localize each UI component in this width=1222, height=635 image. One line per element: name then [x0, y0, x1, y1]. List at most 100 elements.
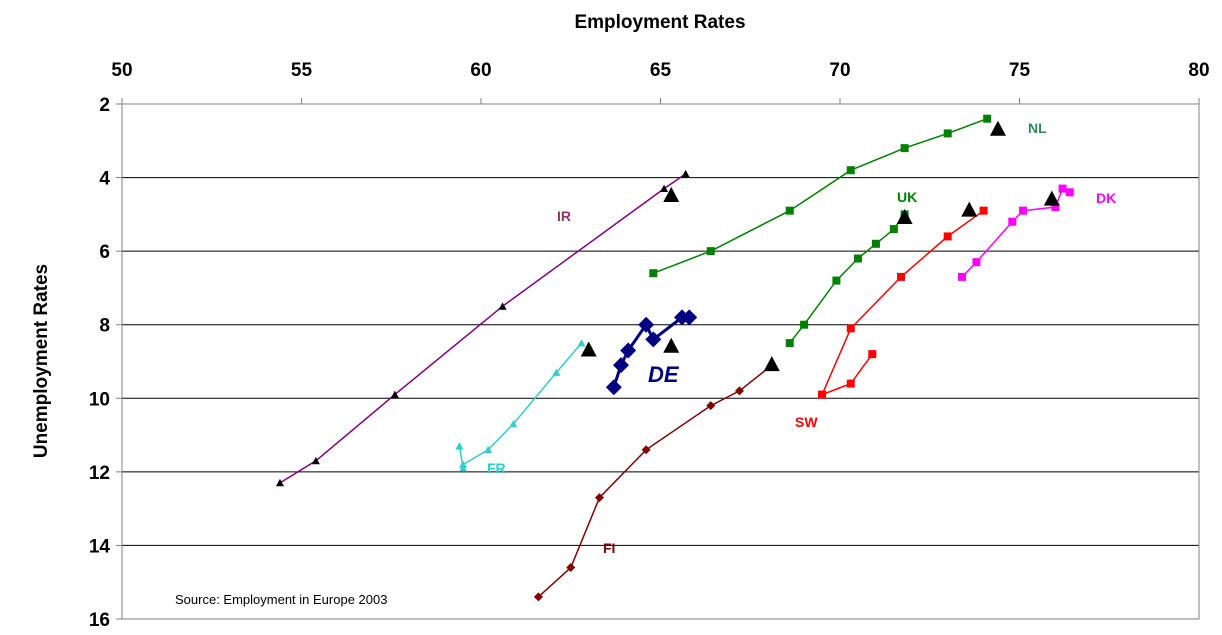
- highlight-triangle-dk: [1043, 190, 1060, 206]
- x-tick-label: 60: [470, 60, 491, 81]
- data-point-fi: [706, 401, 716, 411]
- x-tick-label: 50: [111, 60, 132, 81]
- data-point-fr: [509, 420, 518, 428]
- series-layer: [275, 114, 1074, 602]
- series-fr: [455, 339, 597, 472]
- x-tick-label: 70: [829, 60, 850, 81]
- x-axis-title: Employment Rates: [574, 12, 745, 33]
- data-point-ir: [660, 184, 669, 193]
- data-point-fi: [641, 445, 651, 455]
- series-dk: [958, 184, 1074, 281]
- data-point-ir: [275, 478, 284, 487]
- data-point-ir: [311, 456, 320, 465]
- highlight-triangle-ir: [663, 186, 680, 202]
- y-axis-title: Unemployment Rates: [31, 264, 52, 458]
- series-ir: [275, 169, 690, 487]
- series-line-fi: [537, 364, 773, 598]
- y-tick-label: 8: [99, 316, 110, 337]
- series-de: [605, 309, 698, 396]
- y-tick-label: 16: [89, 610, 110, 631]
- data-point-dk: [1058, 184, 1067, 193]
- data-point-fr: [577, 339, 586, 347]
- series-label-nl: NL: [1028, 120, 1047, 136]
- series-nl: [649, 114, 1006, 278]
- data-point-dk: [958, 272, 967, 281]
- series-line-ir: [279, 173, 687, 484]
- data-point-ir: [390, 390, 399, 399]
- data-point-nl: [983, 114, 992, 123]
- data-point-sw: [868, 350, 877, 359]
- data-point-sw: [846, 379, 855, 388]
- data-point-nl: [649, 269, 658, 278]
- data-point-fi: [594, 493, 604, 503]
- highlight-triangle-sw: [961, 201, 978, 217]
- data-point-dk: [1065, 188, 1074, 197]
- x-tick-label: 55: [291, 60, 313, 81]
- series-line-fr: [458, 342, 583, 469]
- data-point-fr: [484, 445, 493, 454]
- highlight-triangle-uk: [896, 209, 913, 225]
- data-point-uk: [853, 254, 862, 263]
- data-point-fi: [566, 563, 576, 572]
- series-label-uk: UK: [897, 189, 917, 205]
- data-point-ir: [498, 302, 507, 310]
- x-tick-label: 75: [1009, 60, 1031, 81]
- series-line-nl: [653, 117, 988, 274]
- data-point-fr: [455, 442, 464, 450]
- data-point-sw: [943, 232, 952, 241]
- data-point-uk: [800, 320, 809, 329]
- data-point-nl: [943, 129, 952, 138]
- data-point-uk: [871, 239, 880, 248]
- data-point-nl: [846, 166, 855, 175]
- highlight-triangle-fr: [580, 341, 597, 357]
- data-point-de: [620, 342, 637, 359]
- series-label-de: DE: [648, 362, 680, 387]
- y-tick-label: 14: [89, 536, 111, 557]
- data-point-uk: [832, 276, 841, 285]
- y-tick-label: 6: [99, 242, 110, 263]
- data-point-de: [638, 316, 655, 333]
- data-point-de: [605, 379, 622, 396]
- axis-ticks: 2 4 6 8 10 12 14 16 50 55 60 65 70 75 80: [89, 60, 1210, 631]
- data-point-dk: [972, 258, 981, 267]
- data-point-sw: [979, 206, 988, 215]
- data-point-sw: [897, 272, 906, 281]
- y-tick-label: 12: [89, 463, 110, 484]
- data-point-sw: [818, 390, 827, 399]
- y-tick-label: 10: [89, 389, 110, 410]
- highlight-triangle-de: [663, 337, 680, 353]
- data-point-dk: [1051, 203, 1060, 211]
- y-tick-label: 2: [99, 95, 110, 116]
- series-line-sw: [820, 210, 985, 396]
- data-point-ir: [681, 169, 690, 178]
- series-label-ir: IR: [557, 208, 571, 224]
- data-point-fi: [734, 386, 744, 396]
- series-uk: [785, 209, 913, 348]
- series-label-fr: FR: [487, 460, 506, 476]
- data-point-uk: [889, 225, 898, 234]
- data-point-nl: [706, 247, 715, 256]
- data-point-fr: [552, 368, 561, 376]
- data-point-uk: [785, 339, 794, 348]
- highlight-triangle-nl: [989, 120, 1006, 136]
- series-label-dk: DK: [1096, 190, 1116, 206]
- data-point-dk: [1019, 206, 1028, 215]
- x-tick-label: 80: [1188, 60, 1209, 81]
- x-tick-label: 65: [650, 60, 672, 81]
- highlight-triangle-fi: [763, 356, 780, 372]
- gridlines: [122, 177, 1199, 546]
- source-note: Source: Employment in Europe 2003: [175, 592, 387, 607]
- data-point-nl: [900, 144, 909, 153]
- series-label-sw: SW: [795, 414, 818, 430]
- data-point-dk: [1008, 217, 1017, 226]
- data-point-fr: [459, 460, 468, 468]
- data-point-de: [681, 309, 698, 326]
- data-point-de: [645, 331, 662, 348]
- series-sw: [818, 201, 988, 399]
- series-label-fi: FI: [603, 540, 615, 556]
- series-fi: [533, 356, 780, 602]
- data-point-sw: [846, 324, 855, 333]
- data-point-nl: [785, 206, 794, 215]
- y-tick-label: 4: [99, 169, 110, 190]
